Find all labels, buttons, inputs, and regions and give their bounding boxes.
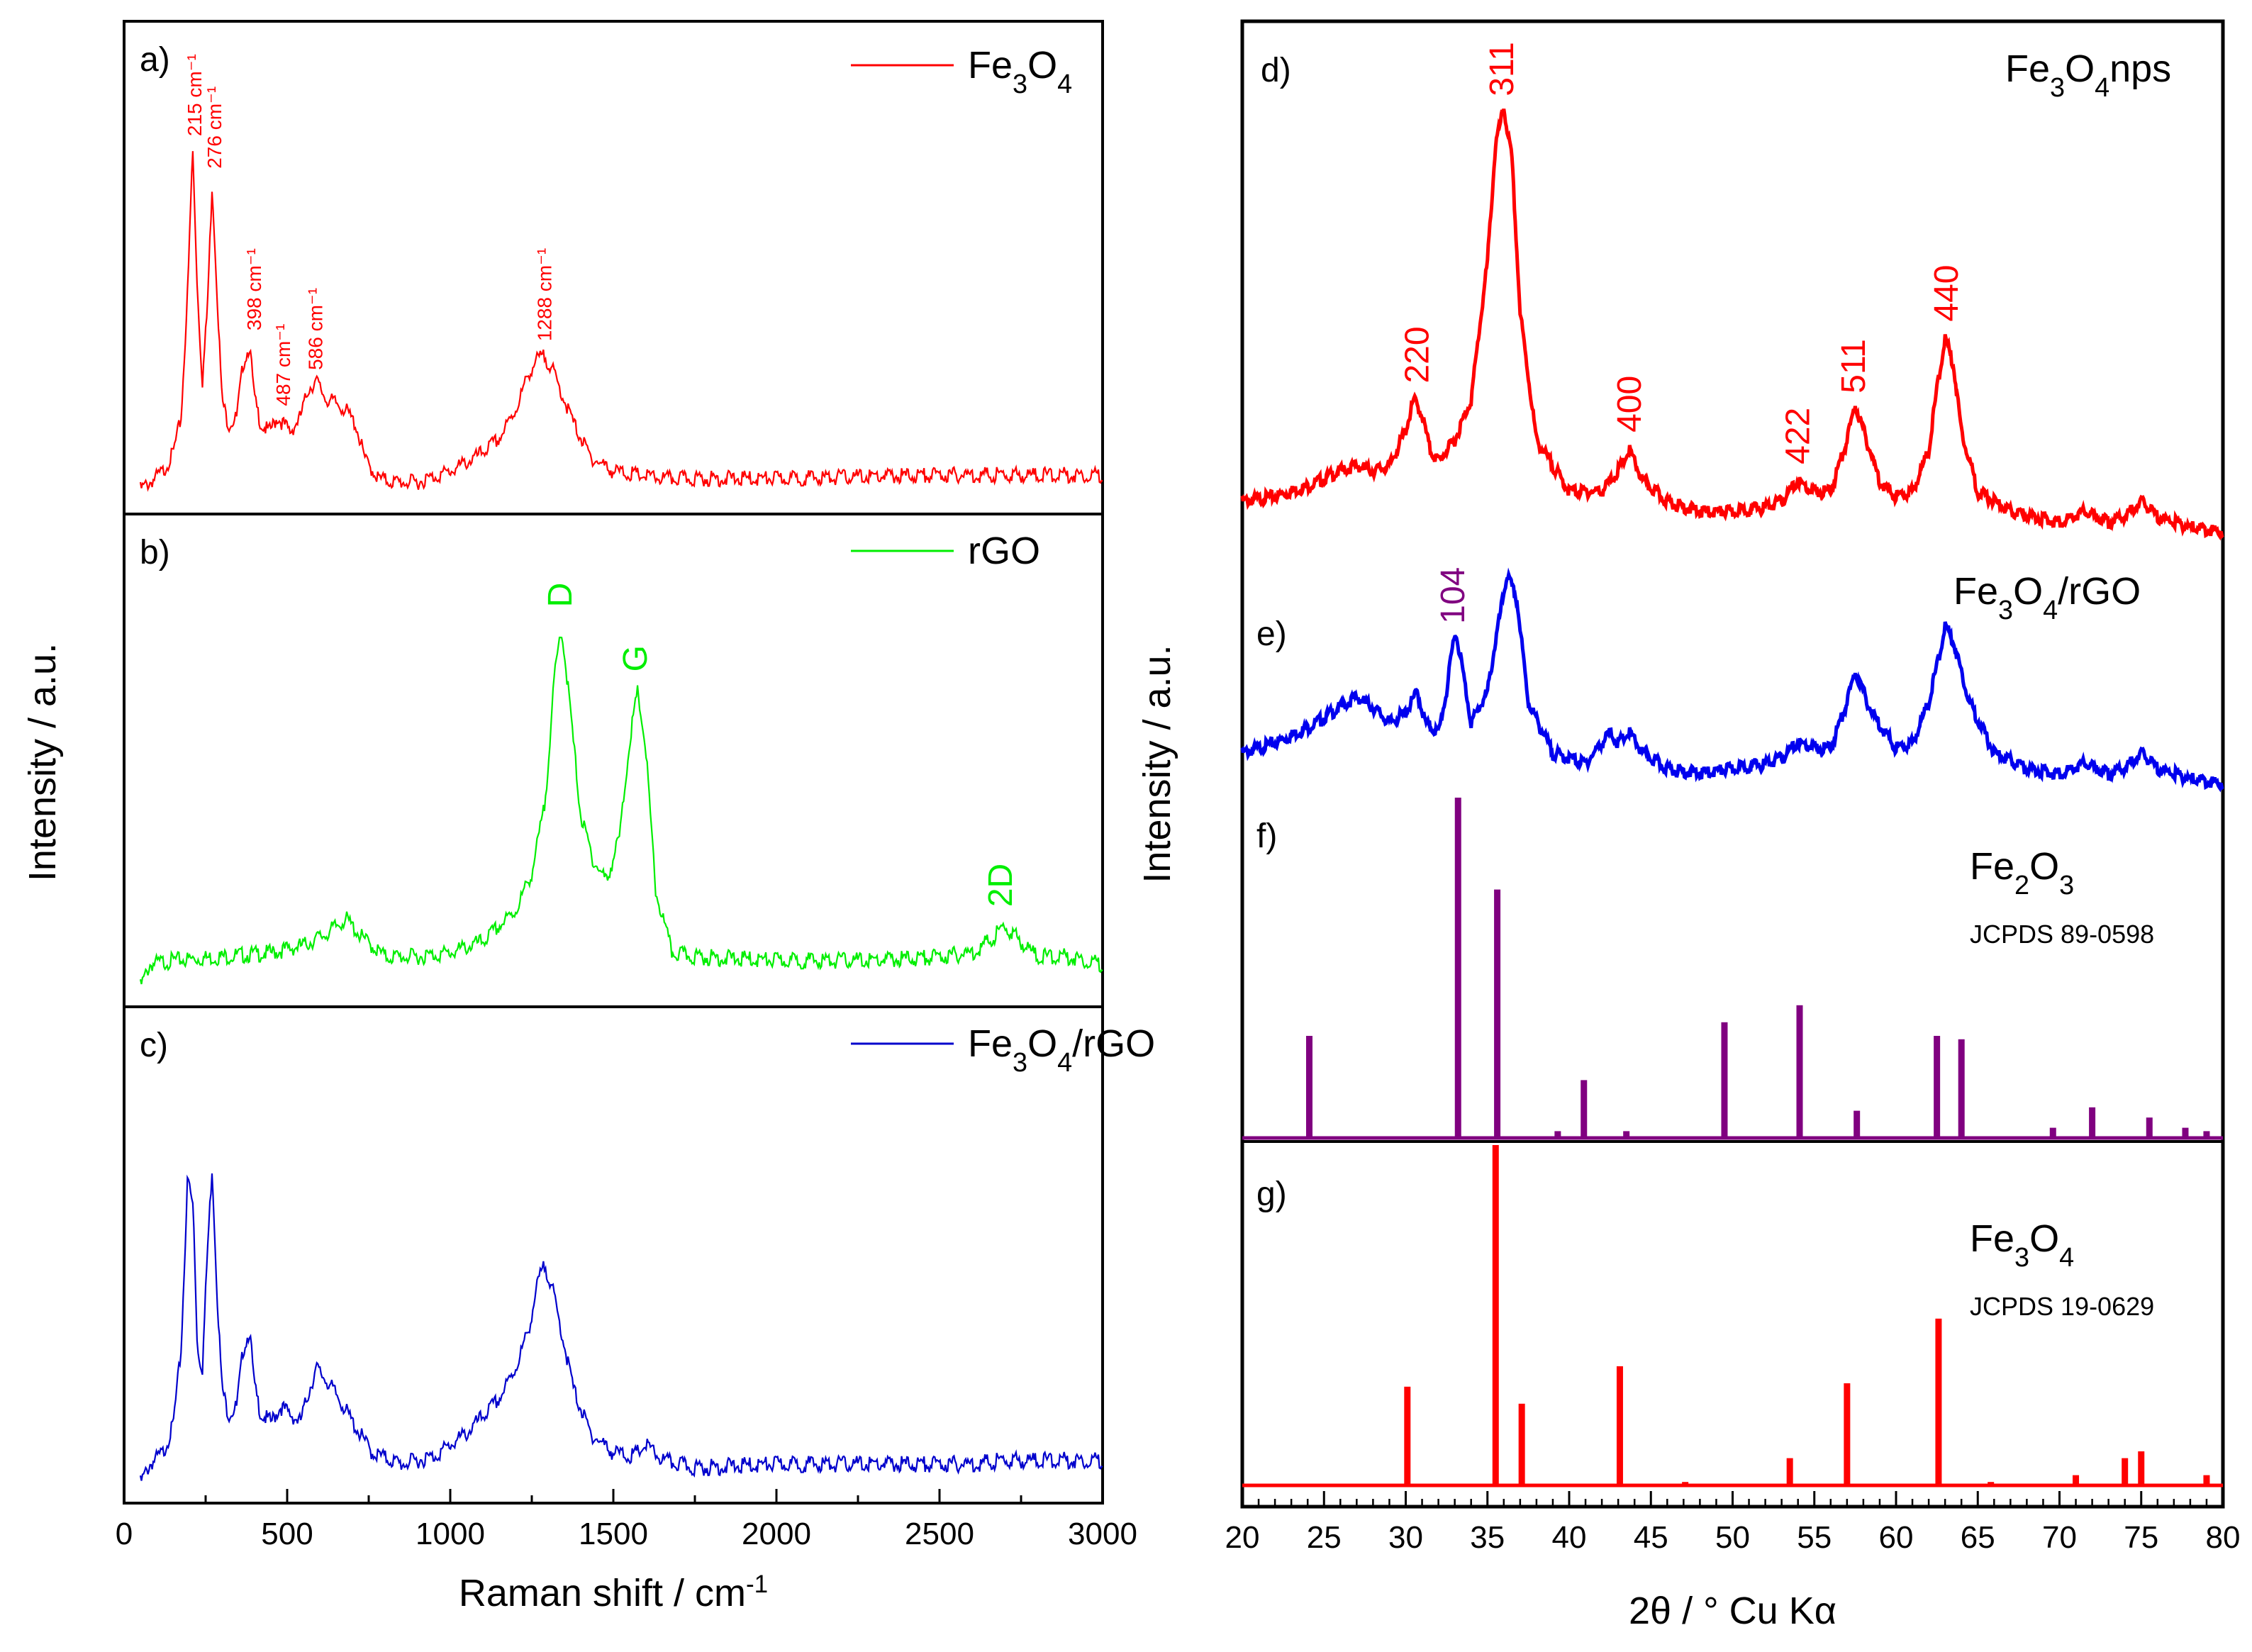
panel-label: e) [1256,615,1287,653]
reference-peak [1844,1383,1851,1485]
x-tick-label: 75 [2124,1520,2158,1555]
spectrum-line [139,636,1103,985]
peak-label: 586 cm⁻¹ [305,288,327,370]
legend-label: rGO [968,530,1040,572]
reference-name: Fe3O4 [1970,1217,2074,1273]
reference-peak [1786,1458,1793,1485]
reference-peak [1454,798,1461,1138]
spectrum-line [139,151,1103,492]
x-tick-label: 35 [1470,1520,1505,1555]
x-tick-label: 500 [261,1517,313,1551]
x-tick-label: 20 [1225,1520,1260,1555]
xrd-pattern-line [1240,567,2224,793]
peak-label: 276 cm⁻¹ [204,86,225,169]
reference-peak [2146,1117,2153,1138]
x-tick-label: 50 [1715,1520,1750,1555]
peak-label: 398 cm⁻¹ [243,248,265,330]
hkl-label: 511 [1835,339,1873,394]
x-tick-label: 25 [1307,1520,1342,1555]
x-tick-label: 55 [1797,1520,1832,1555]
xrd-frame [1240,19,2225,1509]
reference-peak [1494,889,1501,1138]
legend-label: Fe3O4 [968,44,1072,99]
hkl-label: 422 [1779,408,1817,464]
reference-peak [1518,1403,1525,1485]
x-tick-label: 2500 [905,1517,974,1551]
reference-peak [2122,1458,2129,1485]
xrd-pattern-line [1240,108,2224,541]
reference-peak [1935,1318,1942,1485]
x-tick-label: 3000 [1068,1517,1137,1551]
panel-label: a) [140,41,170,79]
reference-code: JCPDS 19-0629 [1970,1292,2154,1321]
panel-label: g) [1256,1176,1287,1213]
x-tick-label: 65 [1961,1520,1995,1555]
reference-peak [1796,1005,1803,1138]
reference-peak [1988,1482,1995,1485]
reference-peak [1616,1366,1623,1485]
reference-peak [2182,1127,2189,1138]
hkl-label: 400 [1611,376,1649,432]
x-tick-label: 30 [1388,1520,1423,1555]
hkl-label: 311 [1483,42,1521,96]
peak-label: 1288 cm⁻¹ [533,248,555,342]
y-axis-title: Intensity / a.u. [21,643,64,881]
x-tick-label: 70 [2042,1520,2077,1555]
reference-peak [2089,1107,2096,1138]
reference-peak [1682,1482,1689,1485]
reference-name: Fe2O3 [1970,845,2074,900]
x-tick-label: 40 [1552,1520,1587,1555]
y-axis-title: Intensity / a.u. [1136,644,1178,883]
x-tick-label: 1500 [579,1517,648,1551]
hkl-label: 104 [1434,567,1472,624]
hkl-label: 440 [1928,265,1966,322]
reference-peak [1306,1036,1313,1138]
peak-label: 215 cm⁻¹ [184,54,206,136]
reference-peak [1958,1039,1965,1138]
raman-plot: 0 500 1000 1500 2000 2500 3000 Raman shift / cm… [21,20,1155,1615]
peak-label: G [617,645,654,671]
x-tick-label: 1000 [416,1517,485,1551]
series-name: Fe3O4nps [2005,48,2171,103]
panel-label: b) [140,534,170,571]
reference-peak [1721,1022,1728,1138]
raman-frame [123,20,1104,1505]
x-axis-title: Raman shift / cm-1 [459,1570,768,1615]
reference-peak [2138,1451,2145,1485]
series-name: Fe3O4/rGO [1953,570,2141,625]
hkl-label: 220 [1398,326,1436,383]
reference-peak [1581,1080,1588,1138]
x-tick-label: 45 [1634,1520,1668,1555]
reference-peak [1934,1036,1941,1138]
xrd-plot: 20 25 30 35 40 45 50 55 60 65 70 75 80 2θ / ° Cu Kα In… [1136,19,2241,1632]
x-tick-label: 80 [2206,1520,2241,1555]
reference-code: JCPDS 89-0598 [1970,920,2154,949]
reference-peak [1554,1131,1561,1138]
reference-peak [1854,1110,1861,1138]
spectrum-line [139,1173,1103,1481]
panel-label: c) [140,1027,168,1064]
panel-label: d) [1261,52,1291,89]
legend-label: Fe3O4/rGO [968,1022,1155,1078]
reference-peak [1623,1131,1630,1138]
x-tick-label: 0 [116,1517,133,1551]
x-axis-title: 2θ / ° Cu Kα [1629,1590,1836,1632]
panel-label: f) [1256,817,1277,855]
reference-peak [2073,1475,2080,1485]
reference-peak [2203,1475,2210,1485]
x-tick-label: 2000 [742,1517,811,1551]
reference-peak [1492,1145,1499,1485]
peak-label: D [542,583,579,608]
x-tick-label: 60 [1879,1520,1914,1555]
peak-label: 2D [982,864,1020,907]
peak-label: 487 cm⁻¹ [272,324,294,406]
reference-peak [2203,1131,2210,1138]
reference-peak [2049,1127,2056,1138]
reference-peak [1404,1386,1411,1485]
